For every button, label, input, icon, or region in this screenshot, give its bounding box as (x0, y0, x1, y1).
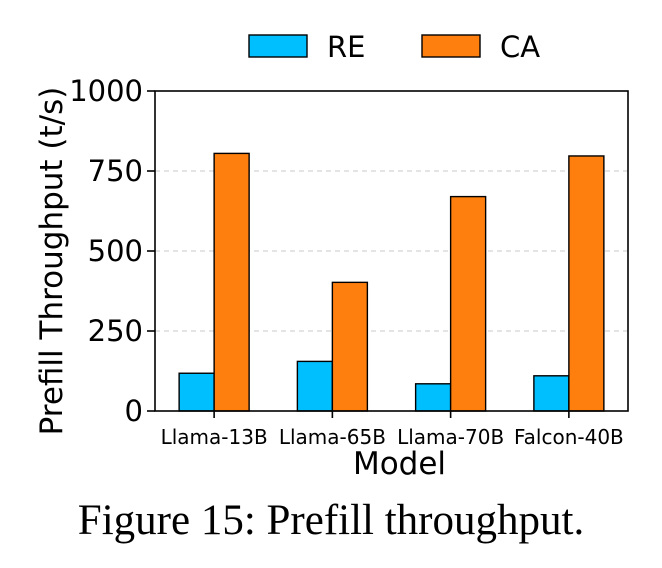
x-axis-ticks: Llama-13B Llama-65B Llama-70B Falcon-40B (161, 411, 624, 449)
bar-re-llama-13b (178, 372, 215, 412)
y-tick-label: 0 (125, 394, 143, 428)
legend-label-re: RE (327, 30, 365, 64)
bar-ca-llama-13b (213, 152, 250, 412)
figure-caption: Figure 15: Prefill throughput. (77, 497, 585, 544)
y-tick-label: 1000 (69, 74, 143, 108)
bar-re-falcon-40b (533, 375, 570, 412)
x-tick-label: Llama-13B (161, 425, 268, 449)
x-tick-label: Llama-70B (397, 425, 504, 449)
legend-swatch-re (248, 34, 308, 58)
y-axis-ticks: 0 250 500 750 1000 (69, 74, 155, 428)
legend: RE CA (248, 30, 540, 64)
legend-swatch-ca (421, 34, 481, 58)
y-tick-label: 250 (88, 314, 143, 348)
bar-re-llama-70b (414, 383, 452, 412)
bar-ca-falcon-40b (568, 155, 605, 412)
bar-re-llama-65b (296, 360, 334, 412)
x-tick-label: Llama-65B (279, 425, 386, 449)
y-axis-label: Prefill Throughput (t/s) (34, 87, 70, 436)
grid-lines (155, 170, 628, 332)
bar-ca-llama-70b (449, 195, 487, 412)
x-tick-label: Falcon-40B (514, 425, 624, 449)
bar-ca-llama-65b (331, 281, 369, 412)
bar-chart: 0 250 500 750 1000 Llama-13B Llama-65B Llama-7… (34, 30, 629, 482)
y-tick-label: 500 (88, 234, 143, 268)
legend-label-ca: CA (500, 30, 540, 64)
x-axis-label: Model (353, 446, 446, 482)
bars (178, 152, 605, 412)
y-tick-label: 750 (88, 154, 143, 188)
